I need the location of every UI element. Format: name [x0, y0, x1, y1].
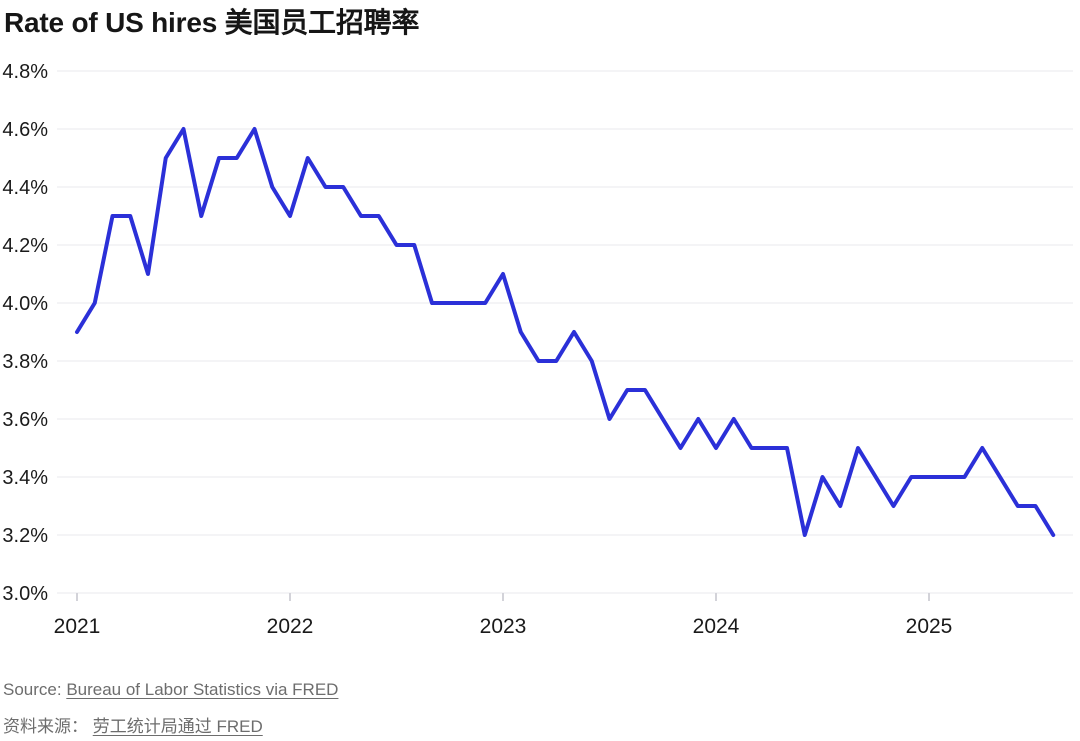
x-tick-label-2025: 2025 — [906, 615, 953, 638]
source-prefix-en: Source: — [3, 680, 67, 699]
source-link-zh[interactable]: 劳工统计局通过 FRED — [92, 717, 263, 736]
x-tick-label-2021: 2021 — [54, 615, 101, 638]
chart-title: Rate of US hires 美国员工招聘率 — [4, 7, 420, 38]
y-tick-label-4.6%: 4.6% — [2, 119, 48, 141]
source-line-zh: 资料来源： 劳工统计局通过 FRED — [3, 712, 263, 737]
y-tick-label-4.8%: 4.8% — [2, 61, 48, 83]
y-tick-label-4.0%: 4.0% — [2, 293, 48, 315]
y-tick-label-3.0%: 3.0% — [2, 583, 48, 605]
x-tick-label-2023: 2023 — [480, 615, 527, 638]
source-line-en: Source: Bureau of Labor Statistics via F… — [3, 680, 338, 700]
y-tick-label-4.2%: 4.2% — [2, 235, 48, 257]
y-tick-label-3.2%: 3.2% — [2, 525, 48, 547]
y-tick-label-4.4%: 4.4% — [2, 177, 48, 199]
y-tick-label-3.8%: 3.8% — [2, 351, 48, 373]
source-link-en[interactable]: Bureau of Labor Statistics via FRED — [66, 680, 339, 699]
hires-rate-line — [75, 127, 1056, 537]
x-tick-label-2022: 2022 — [267, 615, 314, 638]
y-tick-label-3.4%: 3.4% — [2, 467, 48, 489]
y-tick-label-3.6%: 3.6% — [2, 409, 48, 431]
source-prefix-zh: 资料来源： — [3, 717, 93, 736]
x-tick-label-2024: 2024 — [693, 615, 740, 638]
